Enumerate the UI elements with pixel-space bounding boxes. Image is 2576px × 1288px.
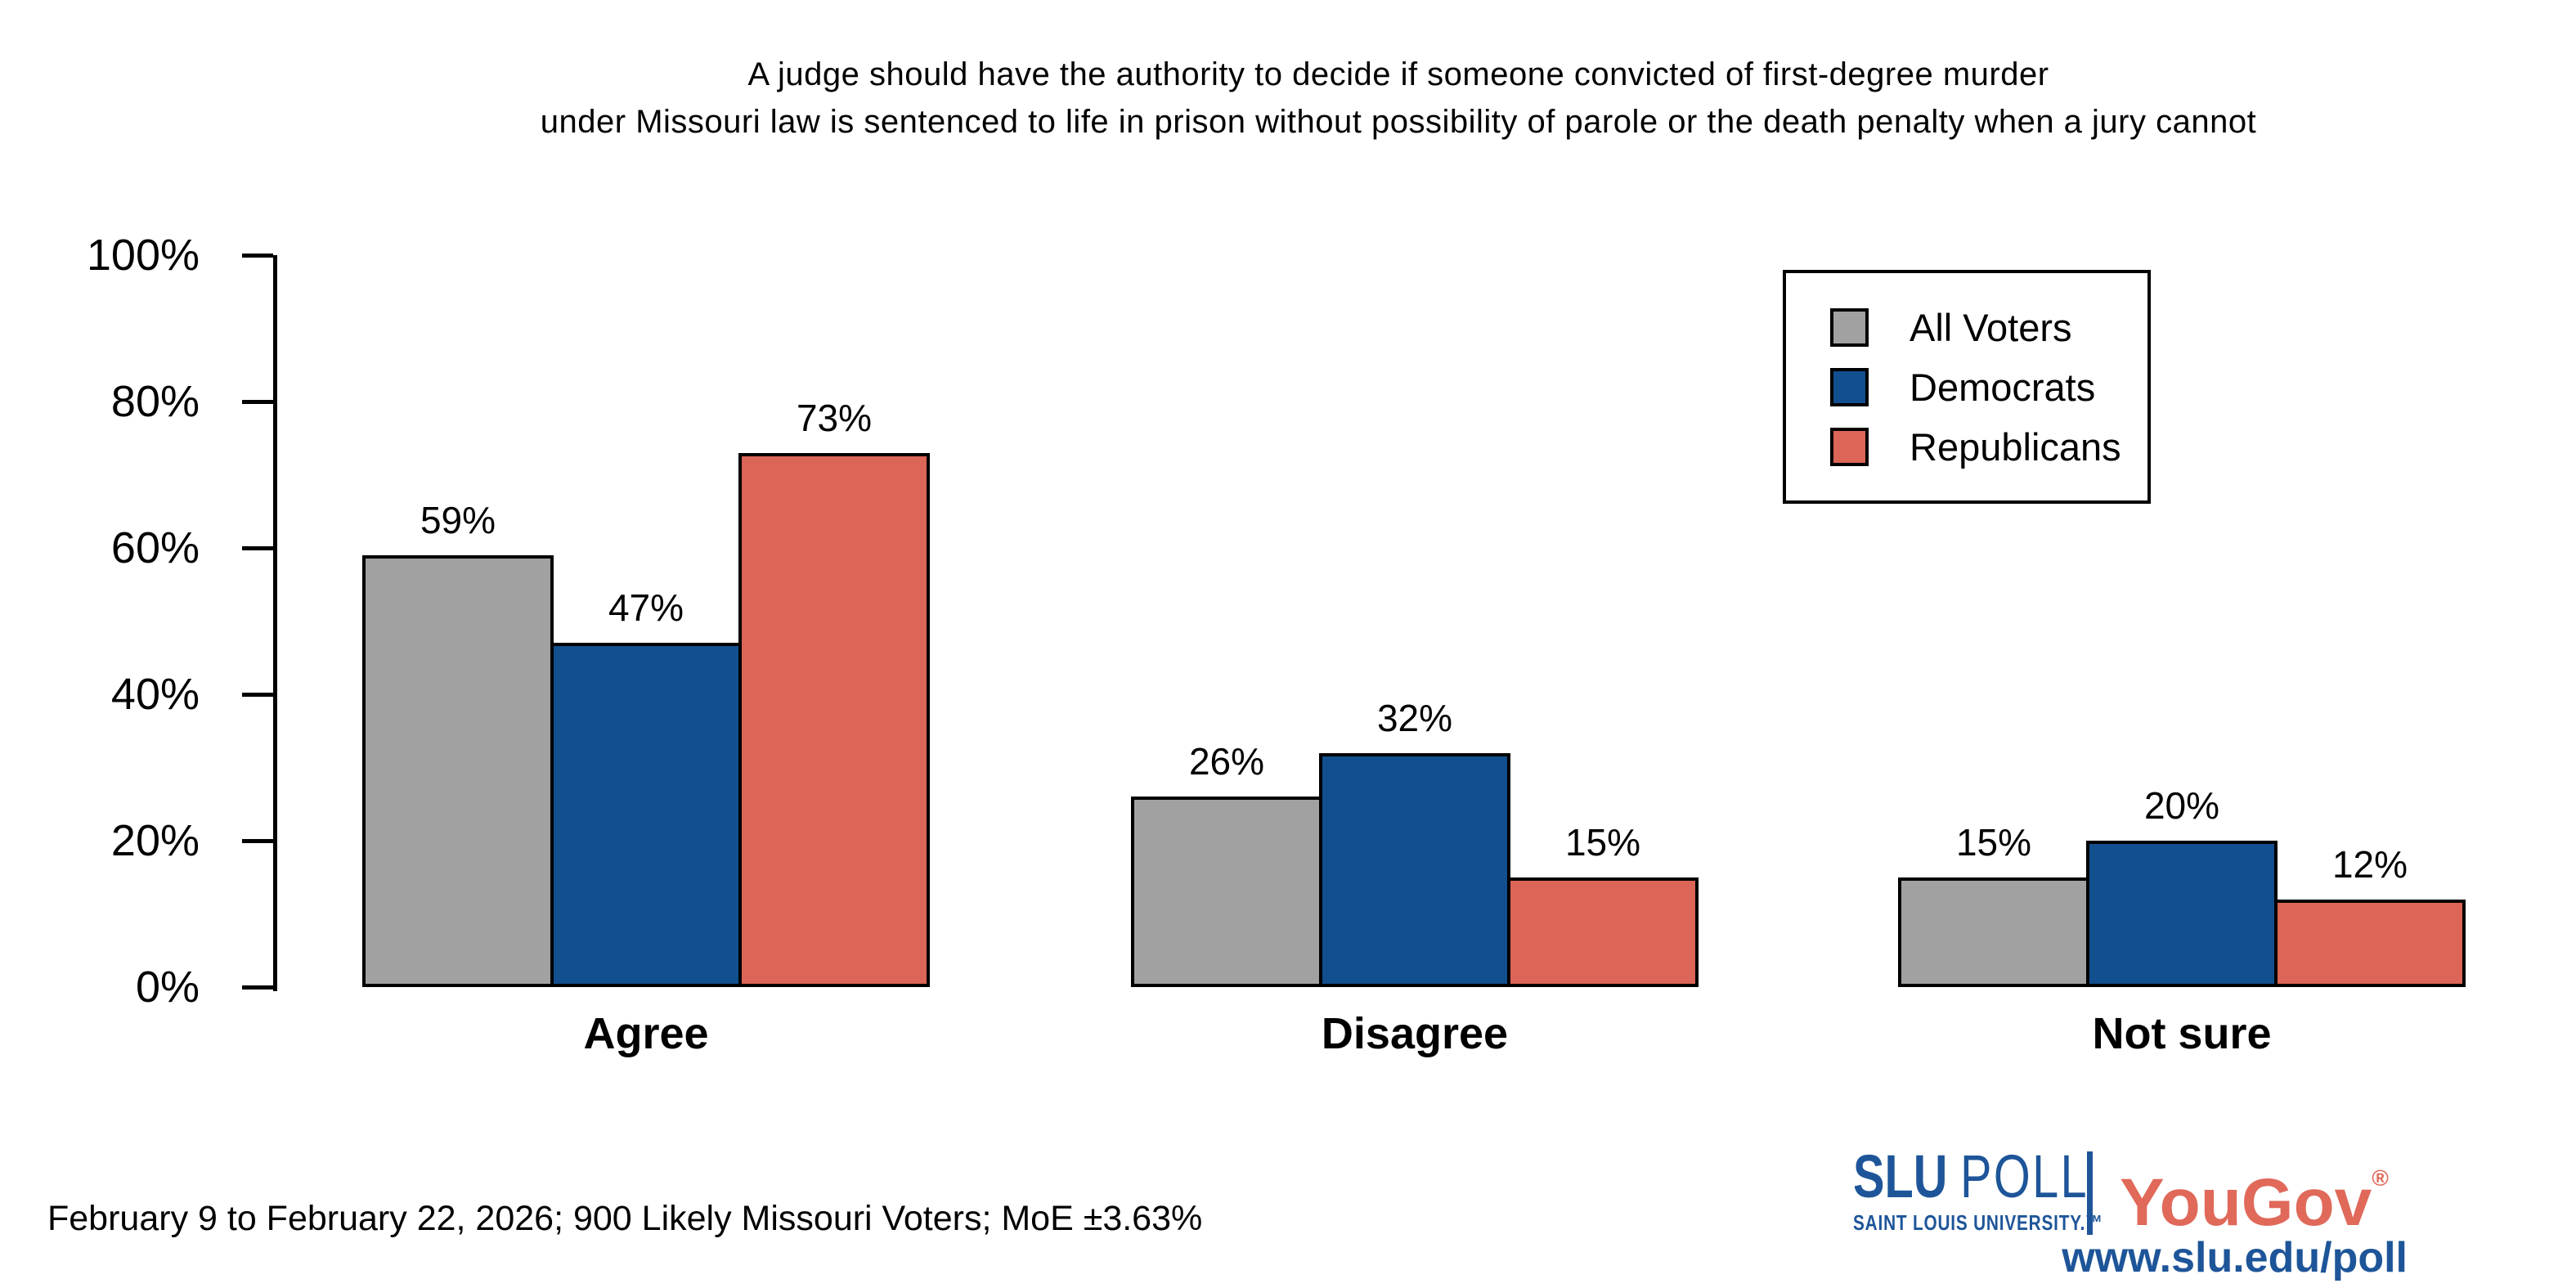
- bar-not-sure-all-voters: [1898, 877, 2089, 987]
- bar-value-label: 59%: [420, 498, 496, 541]
- category-label: Agree: [583, 1009, 709, 1058]
- bar-value-label: 15%: [1564, 820, 1641, 864]
- poll-website-url: www.slu.edu/poll: [2062, 1234, 2408, 1281]
- yougov-logo-text: YouGov: [2120, 1165, 2372, 1240]
- bar-agree-all-voters: [362, 554, 554, 987]
- bar-not-sure-democrats: [2086, 841, 2278, 987]
- y-tick-mark: [242, 400, 273, 404]
- legend-item: Republicans: [1830, 424, 2147, 469]
- bar-value-label: 47%: [608, 586, 684, 630]
- bar-value-label: 20%: [2143, 784, 2220, 827]
- y-tick-mark: [242, 254, 273, 258]
- bar-disagree-democrats: [1319, 752, 1510, 987]
- bar-value-label: 12%: [2331, 842, 2408, 886]
- poll-logo-text: POLL: [1960, 1142, 2089, 1210]
- legend-label: Republicans: [1910, 424, 2121, 469]
- y-tick-mark: [242, 693, 273, 697]
- y-tick-label: 60%: [110, 523, 200, 572]
- category-label: Not sure: [2092, 1009, 2272, 1058]
- slu-poll-logo: SLU POLL: [1853, 1147, 2089, 1207]
- logo-divider: [2087, 1151, 2093, 1235]
- y-axis-line: [273, 255, 277, 991]
- bar-not-sure-republicans: [2274, 899, 2466, 987]
- slu-subtitle: SAINT LOUIS UNIVERSITY.™: [1853, 1210, 2103, 1235]
- registered-trademark-icon: ®: [2372, 1165, 2389, 1191]
- y-tick-mark: [242, 985, 273, 990]
- legend-swatch-icon: [1830, 307, 1869, 347]
- legend-swatch-icon: [1830, 427, 1869, 466]
- chart-title-line1: A judge should have the authority to dec…: [747, 56, 2049, 92]
- bar-value-label: 26%: [1188, 740, 1265, 783]
- bar-disagree-all-voters: [1131, 797, 1322, 987]
- y-tick-mark: [242, 546, 273, 550]
- y-tick-mark: [242, 839, 273, 843]
- slu-logo-text: SLU: [1853, 1142, 1948, 1210]
- legend-label: All Voters: [1910, 305, 2072, 349]
- legend-item: All Voters: [1830, 305, 2147, 349]
- bar-agree-republicans: [738, 452, 930, 987]
- legend-item: Democrats: [1830, 365, 2147, 409]
- y-tick-label: 20%: [110, 816, 200, 865]
- legend: All Voters Democrats Republicans: [1783, 270, 2151, 504]
- bar-agree-democrats: [550, 643, 742, 987]
- y-tick-label: 40%: [110, 670, 200, 719]
- bar-value-label: 73%: [796, 396, 873, 439]
- y-tick-label: 0%: [135, 963, 200, 1012]
- y-tick-label: 80%: [110, 377, 200, 426]
- chart-title-line2: under Missouri law is sentenced to life …: [540, 104, 2257, 140]
- category-label: Disagree: [1321, 1009, 1509, 1058]
- bar-value-label: 15%: [1955, 820, 2032, 864]
- y-tick-label: 100%: [86, 231, 200, 280]
- legend-swatch-icon: [1830, 367, 1869, 406]
- yougov-logo: YouGov®: [2120, 1145, 2389, 1236]
- chart-title: A judge should have the authority to dec…: [221, 51, 2576, 146]
- bar-value-label: 32%: [1376, 696, 1453, 739]
- legend-label: Democrats: [1910, 365, 2096, 409]
- bar-disagree-republicans: [1507, 877, 1699, 987]
- methodology-note: February 9 to February 22, 2026; 900 Lik…: [47, 1199, 1203, 1238]
